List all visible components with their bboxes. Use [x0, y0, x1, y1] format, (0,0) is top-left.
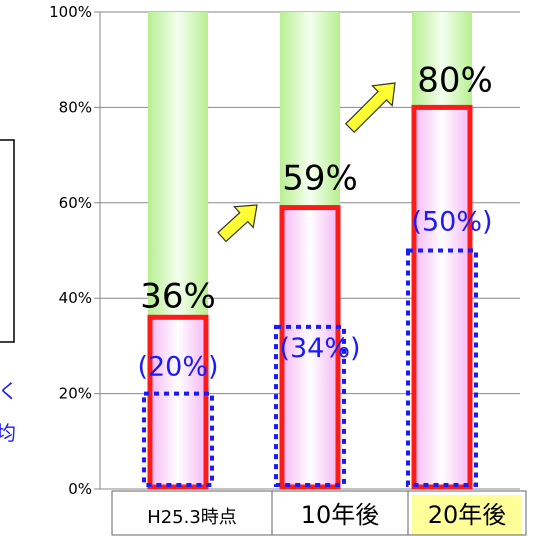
y-tick-label: 20%	[59, 385, 92, 403]
y-tick-label: 80%	[59, 98, 92, 116]
y-tick-label: 60%	[59, 194, 92, 212]
bar-inner	[274, 324, 346, 487]
growth-arrow	[344, 82, 396, 134]
bar-inner	[406, 248, 478, 487]
category-highlight	[412, 495, 522, 535]
paren-label: (34%)	[279, 333, 360, 364]
bar-outer	[411, 104, 473, 490]
data-label: 59%	[282, 159, 358, 199]
bar-outer	[147, 314, 209, 490]
data-label: 80%	[417, 60, 493, 100]
paren-label: (20%)	[137, 352, 218, 383]
growth-arrow	[217, 204, 258, 243]
bar-inner	[142, 391, 214, 488]
side-text: 均	[0, 421, 16, 445]
paren-label: (50%)	[411, 207, 492, 238]
category-label: 10年後	[301, 501, 380, 529]
category-label: H25.3時点	[147, 507, 237, 528]
data-label: 36%	[140, 276, 216, 316]
y-tick-label: 40%	[59, 289, 92, 307]
y-tick-label: 100%	[49, 3, 92, 21]
category-cell	[407, 490, 527, 536]
side-box	[0, 139, 15, 343]
side-text: く	[0, 379, 18, 403]
y-tick-label: 0%	[68, 480, 92, 498]
category-label: 20年後	[428, 501, 507, 529]
